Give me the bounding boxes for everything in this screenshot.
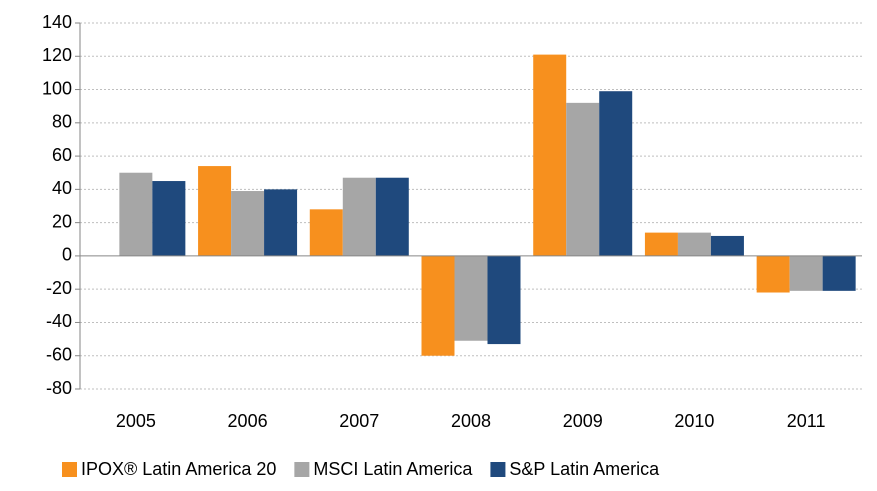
y-tick-label: -60 [46, 344, 72, 364]
legend-swatch [294, 462, 310, 477]
bar [421, 255, 455, 356]
y-tick-label: 40 [52, 178, 72, 198]
bar [119, 172, 153, 256]
bar [599, 91, 633, 256]
y-tick-label: 120 [42, 45, 72, 65]
y-tick-label: 60 [52, 145, 72, 165]
y-tick-label: -40 [46, 311, 72, 331]
bar [822, 255, 856, 291]
bar [677, 232, 711, 256]
bar [487, 255, 521, 345]
bar [231, 191, 265, 256]
y-tick-label: 20 [52, 211, 72, 231]
bar [454, 255, 488, 341]
x-tick-label: 2009 [563, 411, 603, 431]
y-tick-label: -80 [46, 378, 72, 398]
bar [789, 255, 823, 291]
bar [533, 54, 567, 256]
x-tick-label: 2010 [674, 411, 714, 431]
x-tick-label: 2008 [451, 411, 491, 431]
x-tick-label: 2006 [228, 411, 268, 431]
bar [375, 177, 409, 256]
y-tick-label: -20 [46, 278, 72, 298]
bar [644, 232, 678, 256]
bar [710, 235, 744, 256]
x-tick-label: 2007 [339, 411, 379, 431]
y-tick-label: 80 [52, 112, 72, 132]
legend-swatch [490, 462, 506, 477]
legend-label: S&P Latin America [509, 459, 660, 479]
bar [566, 102, 600, 256]
bar [264, 189, 298, 256]
x-tick-label: 2011 [787, 411, 826, 431]
bar [152, 181, 186, 256]
y-tick-label: 140 [42, 12, 72, 32]
bar [756, 255, 790, 293]
bar [198, 166, 232, 256]
bar [342, 177, 376, 256]
y-tick-label: 0 [62, 245, 72, 265]
legend-label: MSCI Latin America [313, 459, 473, 479]
x-tick-label: 2005 [116, 411, 156, 431]
legend-label: IPOX® Latin America 20 [81, 459, 276, 479]
y-tick-label: 100 [42, 78, 72, 98]
bar [309, 209, 343, 256]
legend-swatch [62, 462, 77, 477]
